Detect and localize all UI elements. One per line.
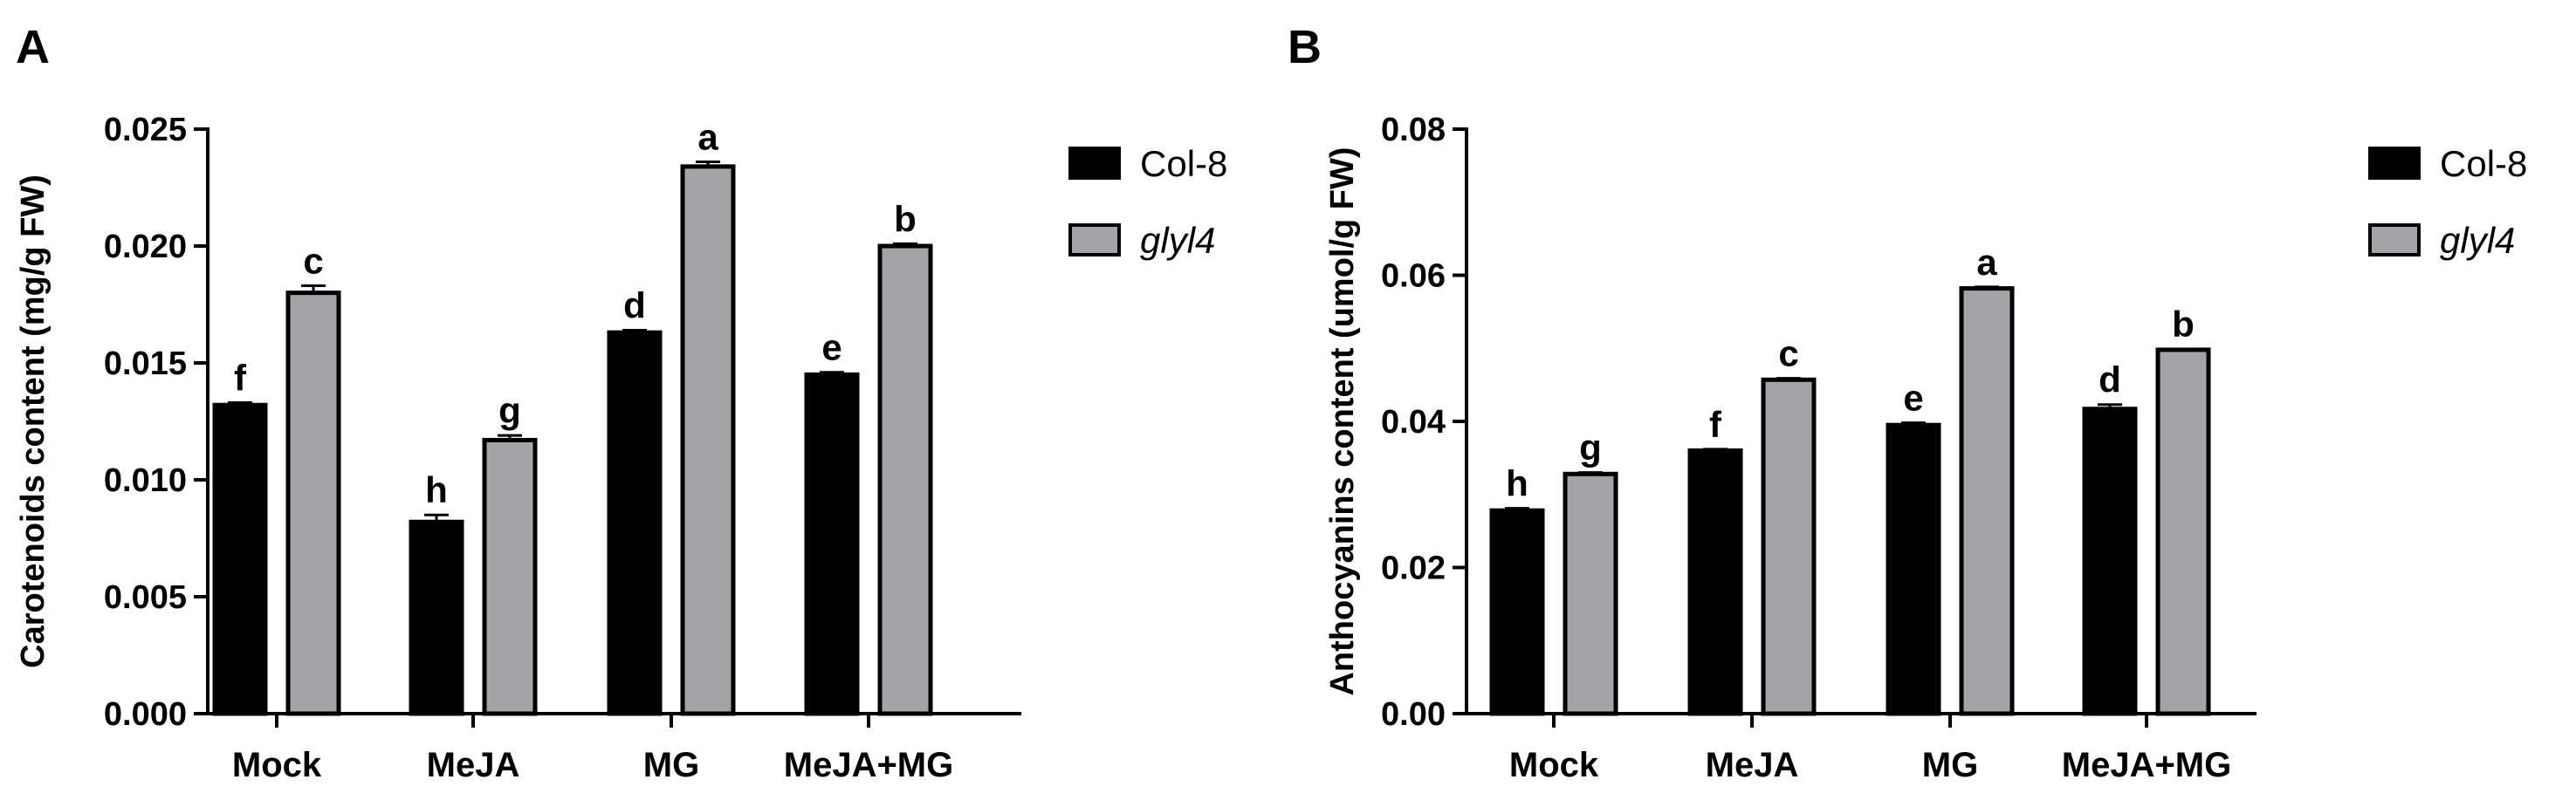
bar-col-8 xyxy=(409,519,464,716)
bar-col-8 xyxy=(212,402,268,716)
significance-label: a xyxy=(1976,242,1997,283)
legend-swatch-glyl4 xyxy=(2368,223,2421,256)
panel-b-chart: B 0.00 0.02 0.04 0.06 0.08 Anthocyanins conten… xyxy=(1288,21,2527,784)
bar-glyl4 xyxy=(877,243,933,716)
bar-glyl4 xyxy=(482,437,538,716)
significance-label: h xyxy=(425,469,448,510)
bar-col-8 xyxy=(607,330,663,716)
y-tick-label: 0.000 xyxy=(104,696,187,733)
significance-label: a xyxy=(697,117,718,158)
bar-glyl4 xyxy=(285,291,341,716)
legend-swatch-col-8 xyxy=(1068,147,1121,180)
bar-col-8 xyxy=(804,372,860,716)
significance-label: d xyxy=(623,284,646,325)
x-category-label: Mock xyxy=(1509,746,1599,784)
x-category-label: MeJA xyxy=(1706,746,1799,784)
bar-col-8 xyxy=(1687,448,1743,716)
significance-label: c xyxy=(1778,333,1798,374)
legend-swatch-glyl4 xyxy=(1068,223,1121,256)
bar-glyl4 xyxy=(1563,471,1618,716)
panel-a-chart: A 0.000 0.005 0.010 0.015 0.020 0.025 Carotenoi… xyxy=(15,21,1227,784)
bar-glyl4 xyxy=(680,164,736,716)
y-tick-label: 0.015 xyxy=(104,345,187,382)
y-tick-label: 0.025 xyxy=(104,112,187,148)
x-category-label: MG xyxy=(1922,746,1978,784)
y-axis-title: Anthocyanins content (umol/g FW) xyxy=(1324,147,1361,695)
bar-col-8 xyxy=(1886,422,1941,716)
y-tick-label: 0.00 xyxy=(1381,696,1446,733)
significance-label: g xyxy=(1579,427,1602,468)
significance-label: d xyxy=(2099,359,2121,400)
legend-label-col-8: Col-8 xyxy=(2440,143,2527,184)
legend-label-glyl4: glyl4 xyxy=(1140,220,1215,261)
bar-col-8 xyxy=(1489,508,1545,716)
panel-letter: A xyxy=(16,21,50,73)
significance-label: b xyxy=(2172,304,2195,345)
significance-label: e xyxy=(1903,378,1923,419)
panel-letter: B xyxy=(1288,21,1322,73)
legend-label-col-8: Col-8 xyxy=(1140,143,1227,184)
legend-swatch-col-8 xyxy=(2368,147,2421,180)
bar-col-8 xyxy=(2082,407,2138,716)
x-category-label: MeJA+MG xyxy=(2062,746,2232,784)
significance-label: b xyxy=(894,198,917,239)
y-tick-label: 0.06 xyxy=(1381,258,1446,295)
significance-label: e xyxy=(821,327,841,368)
x-category-label: MeJA xyxy=(427,746,520,784)
significance-label: c xyxy=(303,241,323,282)
y-axis-title: Carotenoids content (mg/g FW) xyxy=(15,174,52,668)
significance-label: h xyxy=(1506,463,1528,504)
bar-glyl4 xyxy=(2155,347,2211,716)
bar-glyl4 xyxy=(1761,377,1817,716)
y-tick-label: 0.02 xyxy=(1381,551,1446,587)
significance-label: f xyxy=(234,358,247,399)
significance-label: g xyxy=(498,390,521,431)
y-tick-label: 0.020 xyxy=(104,229,187,265)
y-tick-label: 0.08 xyxy=(1381,112,1446,148)
y-tick-label: 0.010 xyxy=(104,462,187,499)
legend-label-glyl4: glyl4 xyxy=(2440,220,2515,261)
y-tick-label: 0.005 xyxy=(104,579,187,616)
x-category-label: MG xyxy=(643,746,699,784)
x-category-label: MeJA+MG xyxy=(784,746,954,784)
bar-glyl4 xyxy=(1959,286,2015,716)
y-tick-label: 0.04 xyxy=(1381,404,1446,441)
x-category-label: Mock xyxy=(232,746,322,784)
significance-label: f xyxy=(1709,404,1722,445)
